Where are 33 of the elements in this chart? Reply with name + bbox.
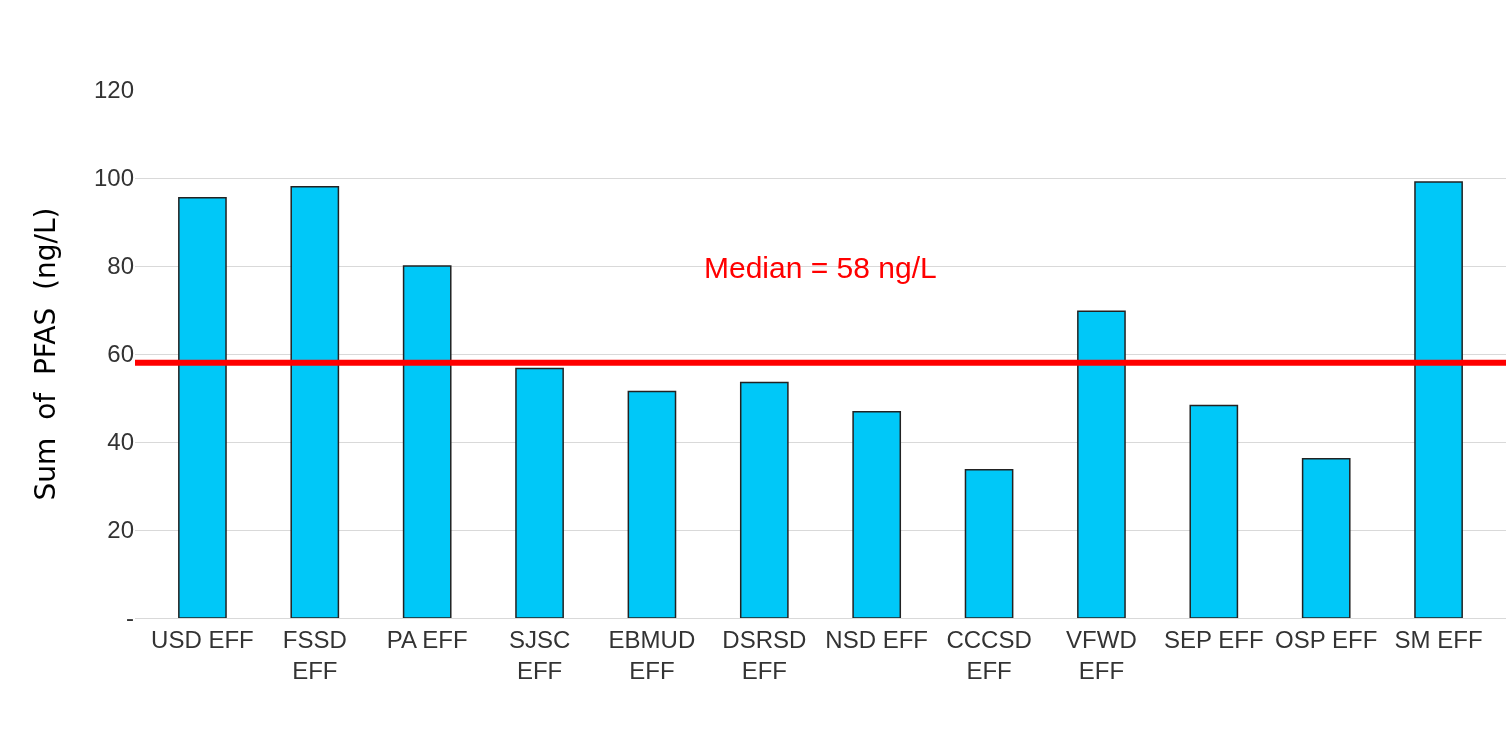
y-tick-label: 120 [93, 76, 134, 104]
ref-line-label: Median = 58 ng/L [704, 251, 937, 284]
bar [964, 468, 1014, 618]
x-tick-label: NSD EFF [825, 625, 929, 653]
x-tick-label: OSP EFF [1275, 625, 1378, 653]
x-tick-label: DSRSD EFF [722, 625, 807, 684]
x-tick-label: CCCSD EFF [946, 625, 1032, 684]
bar [515, 367, 564, 618]
x-tick-label: VFWD EFF [1066, 625, 1137, 684]
x-tick-label: FSSD EFF [282, 625, 347, 684]
y-tick-label: 60 [107, 340, 134, 368]
bar [290, 186, 340, 618]
bar [1189, 404, 1239, 618]
x-tick-label: SEP EFF [1164, 625, 1264, 653]
y-tick-label: 20 [107, 516, 134, 544]
x-tick-label: EBMUD EFF [608, 625, 696, 684]
y-axis-title: Sum of PFAS (ng/L) [28, 207, 62, 501]
x-tick-label: SJSC EFF [508, 625, 571, 684]
x-tick-label: PA EFF [386, 625, 468, 653]
y-tick-label: 100 [93, 164, 134, 192]
bar [178, 197, 227, 618]
y-tick-label: 80 [107, 252, 134, 280]
bar [1301, 457, 1351, 618]
bar [1414, 181, 1463, 618]
x-tick-label: USD EFF [151, 625, 254, 653]
bar [627, 390, 677, 618]
bar [402, 265, 452, 618]
bar [852, 410, 902, 618]
y-tick-label: - [126, 604, 134, 632]
bar [739, 381, 789, 618]
x-tick-label: SM EFF [1394, 625, 1483, 653]
y-tick-label: 40 [107, 428, 134, 456]
bar [1077, 310, 1126, 618]
